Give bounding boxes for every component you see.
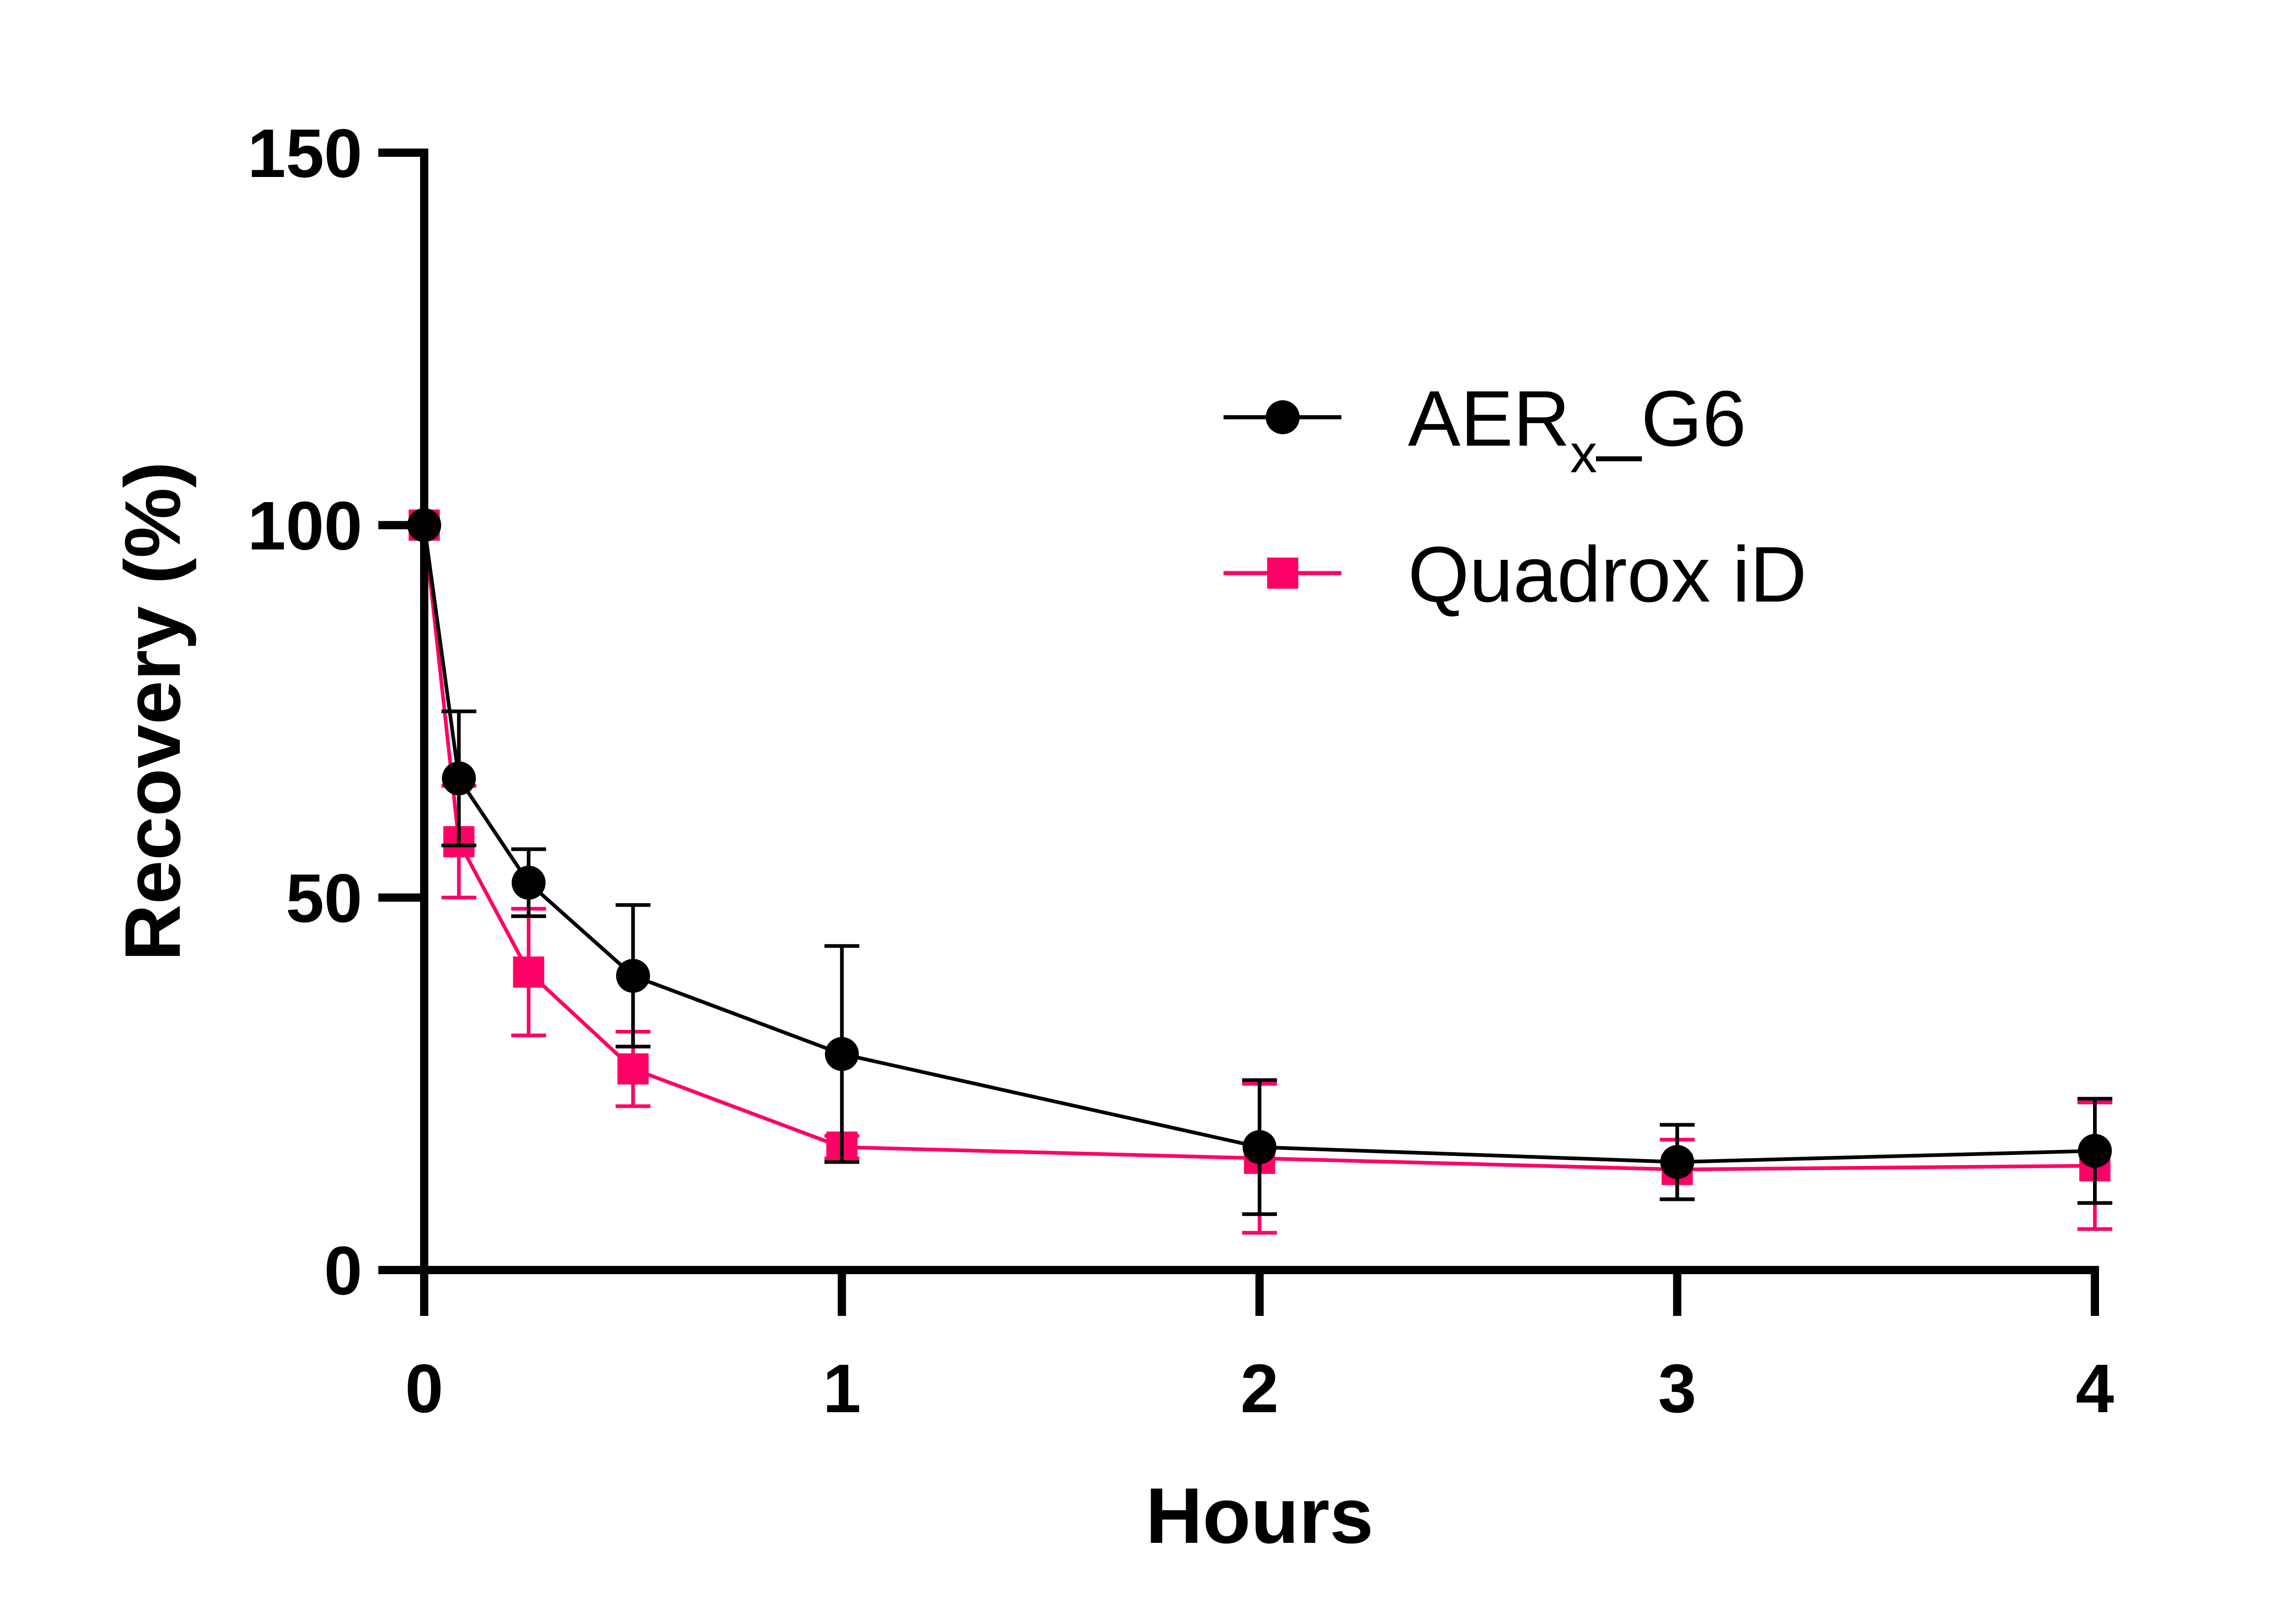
legend-label-main: AER: [1408, 375, 1570, 463]
data-point: [617, 1053, 649, 1085]
data-point: [513, 956, 544, 988]
series-line: [422, 525, 2095, 1164]
legend-label-subscript: x: [1570, 424, 1597, 484]
y-tick-label: 50: [286, 860, 362, 937]
data-point: [1660, 1145, 1695, 1179]
legend-item-quadrox-id: Quadrox iD: [1224, 530, 1807, 619]
data-point: [616, 959, 650, 993]
data-point: [1242, 1130, 1277, 1164]
y-tick-label: 100: [248, 487, 362, 564]
data-point: [825, 1037, 859, 1071]
x-axis-title: Hours: [1146, 1472, 1374, 1560]
ticks-layer: 0 50 100 150 0 1 2 3 4: [248, 115, 2114, 1427]
y-tick-label: 150: [248, 115, 362, 192]
x-tick-label: 0: [405, 1350, 443, 1427]
y-tick-label: 0: [324, 1232, 362, 1309]
x-tick-label: 1: [823, 1350, 861, 1427]
legend-marker-circle: [1266, 400, 1300, 434]
x-tick-label: 3: [1658, 1350, 1696, 1427]
legend: AERx_G6 Quadrox iD: [1224, 375, 1807, 619]
series-layer: [407, 508, 2112, 1235]
legend-label-aerx-g6: AERx_G6: [1408, 375, 1746, 484]
legend-marker-square: [1267, 558, 1298, 589]
data-point: [2078, 1134, 2112, 1168]
series-line: [422, 525, 2095, 1171]
x-tick-label: 2: [1241, 1350, 1279, 1427]
x-tick-label: 4: [2076, 1350, 2114, 1427]
legend-label-tail: _G6: [1596, 375, 1746, 463]
legend-item-aerx-g6: AERx_G6: [1224, 375, 1746, 484]
series-aerx-g6: [407, 508, 2112, 1216]
data-point: [511, 866, 546, 900]
data-point: [442, 761, 476, 795]
y-axis-title: Recovery (%): [109, 462, 197, 961]
legend-label-quadrox-id: Quadrox iD: [1408, 530, 1807, 619]
